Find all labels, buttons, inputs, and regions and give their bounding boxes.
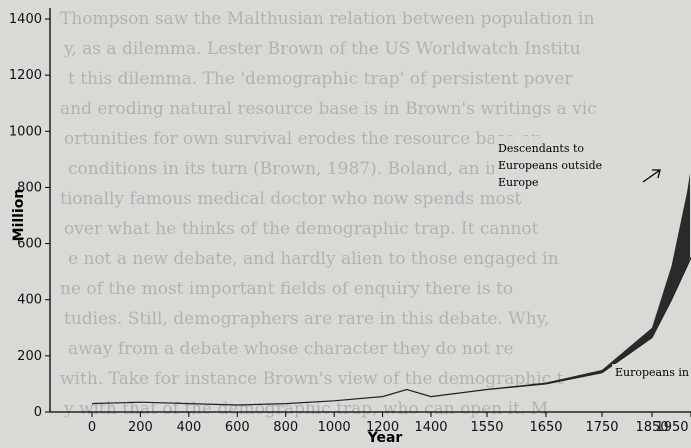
x-axis-ticks: 0 200 400 600 800 1000 1200 1400 1550 1650 1750 185… [88,412,691,435]
x-tick-label: 400 [176,420,201,435]
background-text-line: t this dilemma. The 'demographic trap' o… [68,69,573,89]
y-tick-label: 1000 [9,124,42,139]
background-text-line: Thompson saw the Malthusian relation bet… [60,9,594,29]
y-axis-title: Million [11,189,27,242]
x-tick-label: 1550 [470,420,503,435]
x-tick-label: 200 [128,420,153,435]
annotation-box [494,136,626,192]
x-axis-title: Year [367,430,403,446]
x-tick-label: 600 [225,420,250,435]
x-tick-label: 1000 [318,420,351,435]
y-tick-label: 0 [34,405,42,420]
annotation-arrow-icon [642,169,661,183]
background-text-line: ne of the most important fields of enqui… [60,279,513,299]
y-tick-label: 400 [17,293,42,308]
annotation-inside-box [612,364,684,380]
annotation-outside-line-3: Europe [498,176,539,189]
line-europeans-in-europe [91,256,691,406]
background-text-line: conditions in its turn (Brown, 1987). Bo… [68,159,560,179]
annotation-outside-line-1: Descendants to [498,142,584,155]
background-text-line: e not a new debate, and hardly alien to … [68,249,559,269]
y-axis-ticks: 0 200 400 600 800 1000 1200 1400 [9,12,50,420]
background-text-line: tionally famous medical doctor who now s… [60,189,522,209]
y-tick-label: 1200 [9,68,42,83]
background-text-line: with. Take for instance Brown's view of … [60,369,564,389]
x-tick-label: 1850 [635,420,668,435]
x-tick-label: 1200 [366,420,399,435]
background-text-line: over what he thinks of the demographic t… [64,219,539,239]
y-tick-label: 1400 [9,12,42,27]
x-tick-label: 1400 [414,420,447,435]
y-tick-label: 200 [17,349,42,364]
x-tick-label: 1950 [655,420,688,435]
background-text-line: and eroding natural resource base is in … [60,99,597,119]
annotation-outside-line-2: Europeans outside [498,159,602,172]
annotation-europeans-in-europe: Europeans in [615,366,689,379]
background-text-line: away from a debate whose character they … [68,339,514,359]
background-text-line: tudies. Still, demographers are rare in … [64,309,549,329]
x-tick-label: 800 [273,420,298,435]
background-text-line: y, as a dilemma. Lester Brown of the US … [63,39,581,59]
y-tick-label: 800 [17,180,42,195]
x-tick-label: 0 [88,420,96,435]
background-text-line: ortunities for own survival erodes the r… [64,129,542,149]
background-page-text: Thompson saw the Malthusian relation bet… [60,9,597,419]
x-tick-label: 1650 [529,420,562,435]
y-tick-label: 600 [17,237,42,252]
x-tick-label: 1750 [585,420,618,435]
